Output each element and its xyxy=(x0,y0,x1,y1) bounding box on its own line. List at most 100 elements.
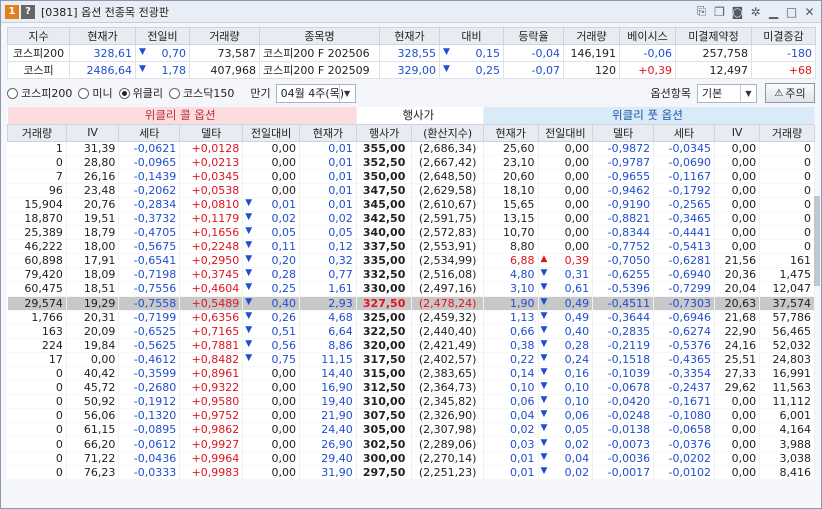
put-volume: 16,991 xyxy=(759,366,815,382)
converted-index: (2,534,99) xyxy=(411,253,484,269)
col-header-volume: 거래량 xyxy=(189,27,260,45)
strike-price: 340,00 xyxy=(356,225,413,241)
scrollbar-thumb[interactable] xyxy=(814,196,820,286)
put-volume: 57,786 xyxy=(759,310,815,325)
index-row[interactable]: 코스피 2486,64 ▼ 1,78 407,968 코스피200 F 20250… xyxy=(7,61,816,79)
camera-icon[interactable]: ◙ xyxy=(731,4,744,19)
call-price: 14,40 xyxy=(299,366,357,382)
down-arrow-icon: ▼ xyxy=(245,310,253,321)
put-change: ▼ 0,06 xyxy=(538,408,594,424)
call-change: 0,00 xyxy=(242,451,301,466)
index-row[interactable]: 코스피200 328,61 ▼ 0,70 73,587 코스피200 F 2025… xyxy=(7,44,816,62)
help-badge[interactable]: ? xyxy=(21,4,35,19)
col-header-oi-change: 미결증감 xyxy=(751,27,816,45)
down-arrow-icon: ▼ xyxy=(540,310,548,321)
call-delta: +0,5489 xyxy=(179,296,244,311)
call-change: ▼ 0,28 xyxy=(242,267,301,283)
call-theta: -0,0333 xyxy=(118,465,181,480)
put-iv: 25,51 xyxy=(714,352,761,368)
option-row[interactable]: 15,904 20,76 -0,2834 +0,0810 ▼ 0,01 0,01 345,00… xyxy=(7,197,815,212)
option-row[interactable]: 0 76,23 -0,0333 +0,9983 0,00 31,90 297,50 (2,25… xyxy=(7,465,815,480)
call-theta: -0,0965 xyxy=(118,155,181,170)
maximize-icon[interactable]: □ xyxy=(785,4,798,19)
call-theta: -0,3732 xyxy=(118,211,181,227)
option-row[interactable]: 60,475 18,51 -0,7556 +0,4604 ▼ 0,25 1,61 330,00… xyxy=(7,281,815,297)
put-theta: -0,0376 xyxy=(653,436,715,452)
expiry-select[interactable]: 04월 4주(목) ▼ xyxy=(275,83,356,103)
call-price: 11,15 xyxy=(299,352,357,368)
radio-weekly[interactable]: 위클리 xyxy=(118,85,163,101)
option-row[interactable]: 0 45,72 -0,2680 +0,9322 0,00 16,90 312,50 (2,36… xyxy=(7,380,815,396)
radio-mini[interactable]: 미니 xyxy=(78,85,113,101)
call-delta: +0,1656 xyxy=(179,225,244,241)
option-row[interactable]: 46,222 18,00 -0,5675 +0,2248 ▼ 0,11 0,12 337,50… xyxy=(7,239,815,255)
option-row[interactable]: 163 20,09 -0,6525 +0,7165 ▼ 0,51 6,64 322,50 (2,… xyxy=(7,324,815,339)
index-table: 지수 현재가 전일비 거래량 종목명 현재가 대비 등락율 거래량 베이시스 미… xyxy=(7,27,816,79)
call-delta: +0,9964 xyxy=(179,451,244,466)
put-theta: -0,7299 xyxy=(653,281,715,297)
call-change: ▼ 0,25 xyxy=(242,281,301,297)
warning-button[interactable]: ⚠ 주의 xyxy=(765,83,815,103)
window-controls: ⎘ ❐ ◙ ✲ ▁ □ ✕ xyxy=(694,4,817,19)
option-row[interactable]: 0 71,22 -0,0436 +0,9964 0,00 29,40 300,00 (2,27… xyxy=(7,451,815,466)
put-delta: -0,1518 xyxy=(592,352,655,368)
copy-icon[interactable]: ❐ xyxy=(714,4,725,19)
option-row[interactable]: 0 61,15 -0,0895 +0,9862 0,00 24,40 305,00 (2,30… xyxy=(7,422,815,438)
option-row[interactable]: 0 40,42 -0,3599 +0,8961 0,00 14,40 315,00 (2,38… xyxy=(7,366,815,382)
put-volume: 37,574 xyxy=(759,296,815,311)
put-volume: 3,988 xyxy=(759,436,815,452)
option-row[interactable]: 0 50,92 -0,1912 +0,9580 0,00 19,40 310,00 (2,34… xyxy=(7,394,815,410)
radio-label: 코스피200 xyxy=(21,87,73,100)
put-theta: -0,0690 xyxy=(653,155,715,170)
close-icon[interactable]: ✕ xyxy=(804,4,815,19)
put-theta: -0,3354 xyxy=(653,366,715,382)
option-row[interactable]: 0 66,20 -0,0612 +0,9927 0,00 26,90 302,50 (2,28… xyxy=(7,436,815,452)
call-change: 0,00 xyxy=(242,169,301,184)
put-price: 3,10 xyxy=(483,281,539,297)
screen-number-badge[interactable]: 1 xyxy=(5,4,19,19)
strike-price: 345,00 xyxy=(356,197,413,212)
radio-label: 위클리 xyxy=(132,87,163,100)
option-item-select[interactable]: 기본 ▼ xyxy=(697,83,757,103)
minimize-icon[interactable]: ▁ xyxy=(768,4,779,19)
down-arrow-icon: ▼ xyxy=(540,296,548,307)
radio-label: 코스닥150 xyxy=(182,87,235,100)
call-change: ▼ 0,20 xyxy=(242,253,301,269)
option-row[interactable]: 224 19,84 -0,5625 +0,7881 ▼ 0,56 8,86 320,00 (2,… xyxy=(7,338,815,353)
put-volume: 0 xyxy=(759,225,815,241)
link-icon[interactable]: ⎘ xyxy=(696,4,707,18)
option-row[interactable]: 25,389 18,79 -0,4705 +0,1656 ▼ 0,05 0,05 340,00… xyxy=(7,225,815,241)
down-arrow-icon: ▼ xyxy=(443,63,450,74)
option-row[interactable]: 18,870 19,51 -0,3732 +0,1179 ▼ 0,02 0,02 342,50… xyxy=(7,211,815,227)
put-options-title: 위클리 풋 옵션 xyxy=(483,107,816,124)
put-price: 0,38 xyxy=(483,338,539,353)
gear-icon[interactable]: ✲ xyxy=(750,4,761,19)
futures-name: 코스피200 F 202506 xyxy=(259,44,380,62)
option-row[interactable]: 1 31,39 -0,0621 +0,0128 0,00 0,01 355,00 (2,686… xyxy=(7,141,815,156)
option-row[interactable]: 60,898 17,91 -0,6541 +0,2950 ▼ 0,20 0,32 335,00… xyxy=(7,253,815,269)
option-row[interactable]: 79,420 18,09 -0,7198 +0,3745 ▼ 0,28 0,77 332,50… xyxy=(7,267,815,283)
option-row[interactable]: 0 56,06 -0,1320 +0,9752 0,00 21,90 307,50 (2,32… xyxy=(7,408,815,424)
put-iv: 0,00 xyxy=(714,394,761,410)
put-iv: 20,63 xyxy=(714,296,761,311)
down-arrow-icon: ▼ xyxy=(540,352,548,363)
radio-kosdaq150[interactable]: 코스닥150 xyxy=(168,85,235,101)
vertical-scrollbar[interactable] xyxy=(814,141,820,499)
option-row[interactable]: 1,766 20,31 -0,7199 +0,6356 ▼ 0,26 4,68 325,00(… xyxy=(7,310,815,325)
call-delta: +0,0810 xyxy=(179,197,244,212)
strike-price: 352,50 xyxy=(356,155,413,170)
col-header-put-change: 전일대비 xyxy=(537,123,594,142)
option-row[interactable]: 96 23,48 -0,2062 +0,0538 0,00 0,01 347,50 (2,62… xyxy=(7,183,815,198)
col-header-strike: 행사가 xyxy=(355,123,413,142)
put-theta: -0,1080 xyxy=(653,408,715,424)
call-iv: 76,23 xyxy=(66,465,120,480)
option-row[interactable]: 29,574 19,29 -0,7558 +0,5489 ▼ 0,40 2,93 327,50… xyxy=(7,296,815,311)
col-header-index: 지수 xyxy=(7,27,70,45)
option-row[interactable]: 7 26,16 -0,1439 +0,0345 0,00 0,01 350,00 (2,648… xyxy=(7,169,815,184)
option-row[interactable]: 17 0,00 -0,4612 +0,8482 ▼ 0,75 11,15 317,50 (2,4… xyxy=(7,352,815,368)
radio-kospi200[interactable]: 코스피200 xyxy=(7,85,72,101)
call-iv: 18,79 xyxy=(66,225,120,241)
call-theta: -0,1912 xyxy=(118,394,181,410)
option-row[interactable]: 0 28,80 -0,0965 +0,0213 0,00 0,01 352,50 (2,667… xyxy=(7,155,815,170)
call-price: 6,64 xyxy=(299,324,357,339)
